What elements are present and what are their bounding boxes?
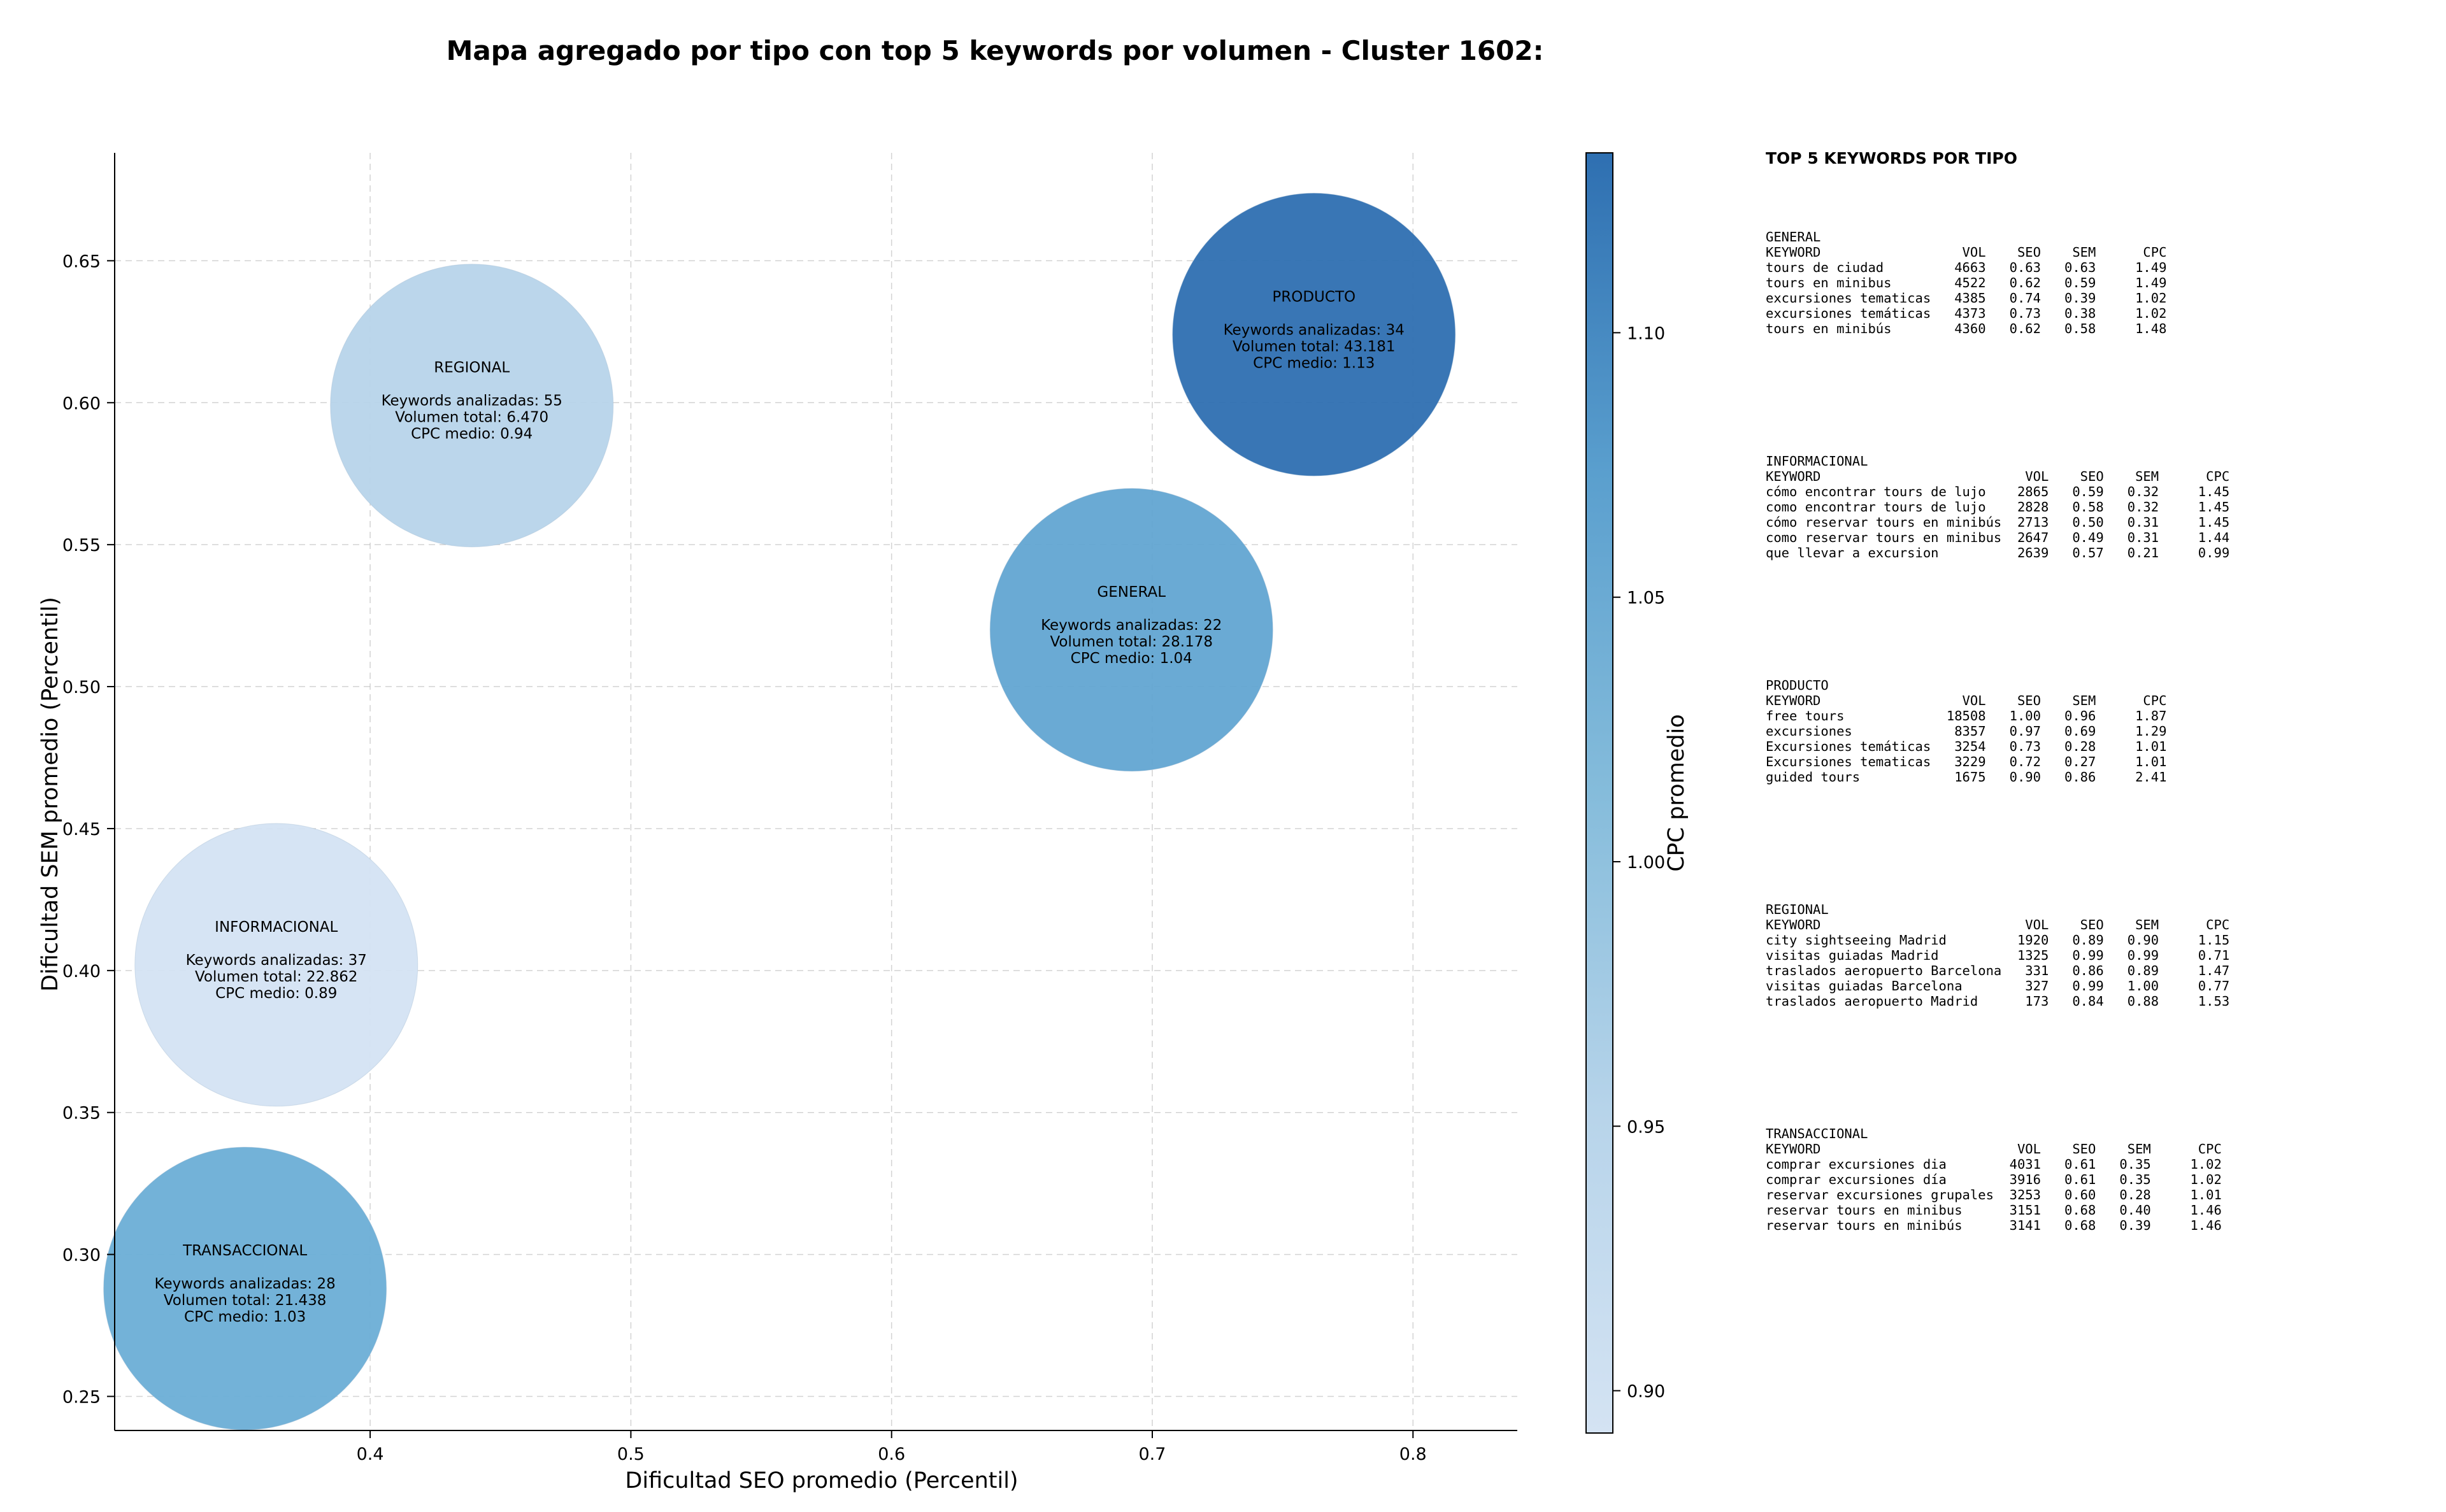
bubble-informacional [134, 823, 418, 1107]
x-tick-label: 0.5 [617, 1444, 645, 1464]
bubble-stat-informacional: Keywords analizadas: 37 [186, 952, 367, 969]
bubble-stat-general: CPC medio: 1.04 [1071, 650, 1192, 667]
colorbar-label: CPC promedio [1664, 714, 1689, 871]
bubble-general [989, 488, 1273, 772]
y-tick-label: 0.25 [62, 1388, 101, 1408]
bubble-label-transaccional: TRANSACCIONAL [182, 1243, 307, 1259]
kw-block-transaccional: TRANSACCIONAL KEYWORD VOL SEO SEM CPC co… [1766, 1126, 2222, 1233]
bubble-stat-informacional: Volumen total: 22.862 [195, 969, 358, 985]
kw-block-regional: REGIONAL KEYWORD VOL SEO SEM CPC city si… [1766, 902, 2229, 1009]
kw-table-general: GENERAL KEYWORD VOL SEO SEM CPC tours de… [1766, 229, 2167, 336]
bubble-stat-general: Volumen total: 28.178 [1050, 634, 1213, 650]
bubble-stat-regional: Keywords analizadas: 55 [382, 393, 562, 410]
y-axis-label: Dificultad SEM promedio (Percentil) [38, 597, 63, 992]
kw-block-producto: PRODUCTO KEYWORD VOL SEO SEM CPC free to… [1766, 678, 2166, 785]
x-axis-label: Dificultad SEO promedio (Percentil) [625, 1468, 1018, 1494]
colorbar: 0.90 0.95 1.00 1.05 1.10 CPC promedio [1585, 152, 1689, 1434]
colorbar-tick-label: 1.10 [1627, 324, 1665, 343]
bubble-stat-transaccional: CPC medio: 1.03 [184, 1309, 306, 1325]
x-tick-label: 0.8 [1399, 1444, 1427, 1464]
bubble-stat-producto: CPC medio: 1.13 [1253, 355, 1375, 371]
y-tick-label: 0.30 [62, 1246, 101, 1266]
bubble-stat-producto: Keywords analizadas: 34 [1224, 322, 1405, 338]
x-tick-label: 0.7 [1139, 1444, 1166, 1464]
keyword-panel: TOP 5 KEYWORDS POR TIPO GENERAL KEYWORD … [1766, 149, 2403, 1233]
kw-table-regional: REGIONAL KEYWORD VOL SEO SEM CPC city si… [1766, 902, 2230, 1009]
bubble-label-regional: REGIONAL [434, 360, 510, 376]
x-tick-label: 0.6 [878, 1444, 905, 1464]
kw-table-transaccional: TRANSACCIONAL KEYWORD VOL SEO SEM CPC co… [1766, 1126, 2222, 1233]
bubble-label-producto: PRODUCTO [1272, 289, 1355, 305]
chart-title: Mapa agregado por tipo con top 5 keyword… [447, 35, 1544, 66]
y-tick-label: 0.50 [62, 678, 101, 697]
bubble-stat-transaccional: Keywords analizadas: 28 [155, 1276, 336, 1292]
bubble-stat-regional: CPC medio: 0.94 [411, 426, 533, 443]
colorbar-tick-label: 1.00 [1627, 853, 1665, 873]
bubble-label-informacional: INFORMACIONAL [215, 919, 338, 936]
kw-block-informacional: INFORMACIONAL KEYWORD VOL SEO SEM CPC có… [1766, 453, 2229, 560]
kw-block-general: GENERAL KEYWORD VOL SEO SEM CPC tours de… [1766, 229, 2166, 336]
bubble-label-general: GENERAL [1097, 584, 1166, 601]
bubble-stat-general: Keywords analizadas: 22 [1041, 617, 1222, 634]
y-tick-label: 0.35 [62, 1104, 101, 1123]
panel-title: TOP 5 KEYWORDS POR TIPO [1766, 149, 2017, 168]
y-tick-label: 0.45 [62, 820, 101, 839]
bubble-stat-transaccional: Volumen total: 21.438 [164, 1292, 327, 1309]
axes: 0.4 0.5 0.6 0.7 0.8 0.25 0.30 0.35 0.40 0.45 0.50 0… [62, 153, 1517, 1464]
x-tick-label: 0.4 [357, 1444, 384, 1464]
bubble-stat-informacional: CPC medio: 0.89 [215, 985, 337, 1002]
bubble-producto [1172, 192, 1456, 476]
bubble-stat-regional: Volumen total: 6.470 [395, 410, 548, 426]
y-tick-label: 0.40 [62, 962, 101, 981]
colorbar-gradient [1585, 152, 1613, 1434]
bubble-stat-producto: Volumen total: 43.181 [1233, 338, 1396, 355]
y-tick-label: 0.55 [62, 536, 101, 555]
colorbar-tick-label: 0.90 [1627, 1382, 1665, 1402]
kw-table-informacional: INFORMACIONAL KEYWORD VOL SEO SEM CPC có… [1766, 453, 2230, 560]
y-tick-label: 0.65 [62, 252, 101, 271]
kw-table-producto: PRODUCTO KEYWORD VOL SEO SEM CPC free to… [1766, 678, 2167, 785]
bubble-regional [330, 264, 614, 548]
y-tick-label: 0.60 [62, 394, 101, 413]
colorbar-tick-label: 1.05 [1627, 588, 1665, 608]
colorbar-tick-label: 0.95 [1627, 1117, 1665, 1137]
